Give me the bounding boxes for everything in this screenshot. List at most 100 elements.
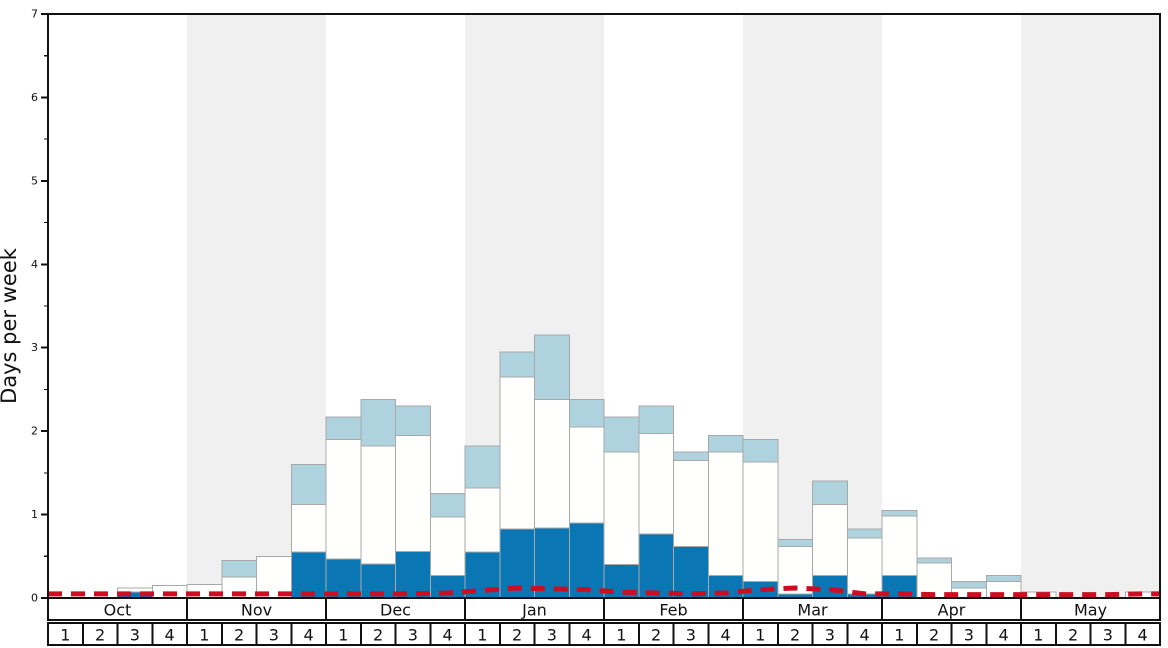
week-label: 3: [269, 626, 279, 645]
bar-segment-light-blue: [499, 351, 535, 378]
x-axis-month-row: Oct Nov Dec Jan Feb Mar Apr May: [47, 597, 1161, 621]
bar-segment-white: [464, 487, 501, 553]
week-label: 1: [199, 626, 209, 645]
week-label: 4: [721, 626, 731, 645]
bar-segment-light-blue: [360, 398, 396, 447]
month-label: Feb: [659, 601, 687, 620]
bar-segment-white: [395, 434, 431, 552]
shaded-band-may: [1021, 14, 1160, 598]
week-label: 1: [60, 626, 70, 645]
bar-segment-dark-blue: [673, 545, 709, 599]
y-axis-label: Days per week: [0, 247, 21, 404]
bar-segment-white: [846, 537, 883, 595]
bar-segment-white: [360, 445, 396, 565]
y-tick-label: 7: [31, 8, 38, 21]
bar-segment-white: [742, 461, 779, 582]
bar-segment-dark-blue: [568, 522, 605, 599]
bar-segment-light-blue: [395, 405, 431, 436]
bar-segment-light-blue: [325, 416, 362, 440]
bar-segment-light-blue: [638, 405, 674, 435]
x-axis-week-row: 1 2 3 4 1 2 3 4 1 2 3 4 1 2 3 4 1 2 3 4 1 2 3 4 1 2 3 4 1 2 3 4: [47, 622, 1161, 646]
bar-segment-dark-blue: [290, 551, 327, 599]
bar-segment-white: [673, 459, 709, 547]
week-cell: [1124, 622, 1161, 646]
y-tick-label: 3: [31, 341, 38, 354]
bar-segment-light-blue: [429, 493, 466, 518]
week-label: 2: [512, 626, 522, 645]
week-label: 3: [408, 626, 418, 645]
week-label: 2: [790, 626, 800, 645]
y-tick-label: 5: [31, 174, 38, 187]
y-tick-label: 6: [31, 91, 38, 104]
week-label: 2: [651, 626, 661, 645]
month-label: Dec: [380, 601, 411, 620]
week-label: 1: [338, 626, 348, 645]
bar-segment-white: [568, 426, 605, 524]
week-label: 3: [964, 626, 974, 645]
bar-segment-light-blue: [673, 451, 709, 461]
month-label: Oct: [104, 601, 132, 620]
week-label: 1: [894, 626, 904, 645]
week-label: 4: [860, 626, 870, 645]
bar-segment-white: [325, 438, 362, 560]
week-label: 4: [1138, 626, 1148, 645]
week-label: 4: [582, 626, 592, 645]
bar-segment-white: [534, 398, 570, 529]
bar-segment-light-blue: [603, 416, 640, 453]
bar-segment-light-blue: [985, 574, 1022, 582]
month-label: Mar: [797, 601, 828, 620]
week-label: 3: [1103, 626, 1113, 645]
week-label: 2: [1068, 626, 1078, 645]
bar-segment-white: [881, 515, 918, 576]
bar-segment-light-blue: [777, 539, 813, 547]
bar-segment-light-blue: [951, 580, 987, 589]
week-label: 4: [443, 626, 453, 645]
y-tick-label: 1: [31, 508, 38, 521]
bar-segment-white: [429, 516, 466, 576]
bar-segment-light-blue: [464, 445, 501, 489]
week-label: 3: [825, 626, 835, 645]
bar-segment-white: [290, 504, 327, 553]
bar-segment-light-blue: [881, 509, 918, 517]
week-label: 1: [477, 626, 487, 645]
bar-segment-light-blue: [568, 398, 605, 428]
week-label: 3: [686, 626, 696, 645]
week-label: 1: [755, 626, 765, 645]
bar-segment-dark-blue: [638, 533, 674, 599]
bar-segment-light-blue: [707, 434, 744, 453]
bar-segment-white: [603, 451, 640, 566]
y-tick-label: 2: [31, 425, 38, 438]
week-label: 2: [373, 626, 383, 645]
month-label: Nov: [241, 601, 272, 620]
bar-segment-light-blue: [846, 528, 883, 539]
bar-segment-light-blue: [221, 559, 257, 578]
red-dashed-average-line: [48, 585, 1160, 598]
month-bands: [187, 14, 1160, 598]
week-label: 2: [234, 626, 244, 645]
week-label: 2: [929, 626, 939, 645]
bar-segment-white: [812, 504, 848, 576]
bar-segment-light-blue: [812, 480, 848, 506]
bar-segment-white: [499, 376, 535, 530]
week-label: 2: [95, 626, 105, 645]
bar-segment-white: [256, 555, 292, 599]
month-cell-may: [1020, 597, 1161, 621]
week-label: 4: [165, 626, 175, 645]
bar-segment-light-blue: [742, 438, 779, 463]
week-label: 1: [1033, 626, 1043, 645]
month-label: May: [1074, 601, 1107, 620]
month-label: Jan: [521, 601, 547, 620]
week-label: 1: [616, 626, 626, 645]
week-label: 3: [547, 626, 557, 645]
y-tick-label: 0: [31, 592, 38, 605]
bar-segment-light-blue: [290, 464, 327, 506]
month-label: Apr: [938, 601, 966, 620]
bar-segment-light-blue: [534, 334, 570, 400]
week-label: 4: [999, 626, 1009, 645]
y-axis: 0 1 2 3 4 5 6 7: [31, 8, 48, 605]
bar-segment-white: [638, 433, 674, 535]
week-label: 4: [304, 626, 314, 645]
